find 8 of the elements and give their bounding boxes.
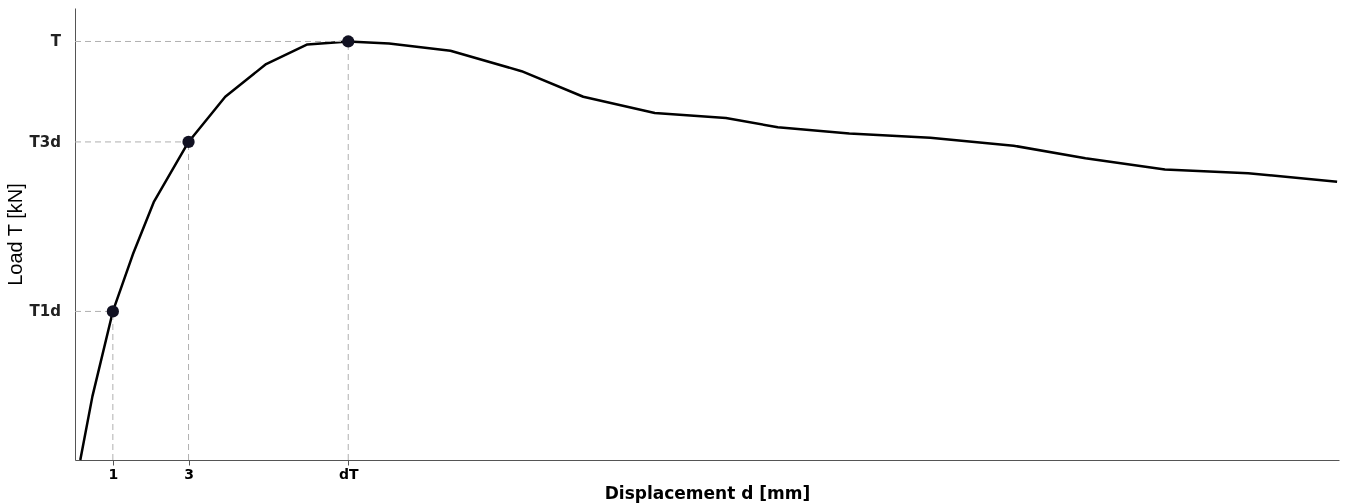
- ref-line-label: T: [50, 32, 62, 51]
- x-tick-label: dT: [338, 465, 359, 482]
- y-axis-title: Load T [kN]: [3, 183, 26, 286]
- ref-line-label: T1d: [29, 302, 61, 321]
- x-axis-title: Displacement d [mm]: [604, 482, 811, 503]
- x-tick-label: 1: [108, 465, 119, 482]
- ref-line-label: T3d: [29, 132, 61, 151]
- x-tick-label: 3: [184, 465, 194, 482]
